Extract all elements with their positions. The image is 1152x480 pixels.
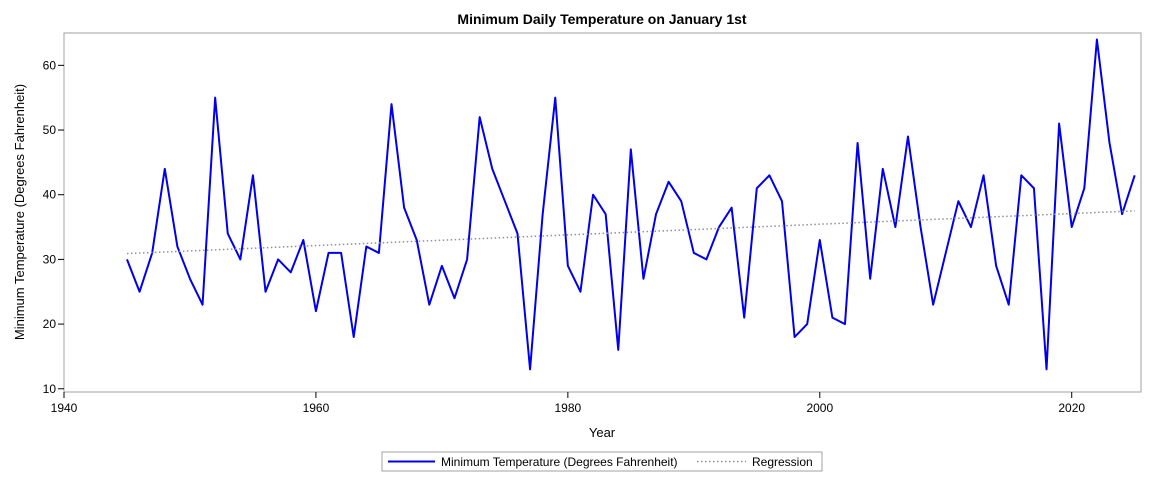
y-tick-label: 40: [43, 188, 57, 202]
series-layer: [126, 38, 1136, 371]
series-line-minimum-temperature: [126, 38, 1136, 371]
y-tick-label: 30: [43, 252, 57, 266]
y-tick-label: 50: [43, 123, 57, 137]
y-tick-label: 10: [43, 382, 57, 396]
y-axis-label: Minimum Temperature (Degrees Fahrenheit): [12, 84, 27, 340]
plot-frame: [63, 32, 1142, 393]
regression-line: [126, 210, 1135, 255]
x-tick-label: 1960: [303, 401, 330, 415]
x-tick-label: 1980: [555, 401, 582, 415]
legend-box: [381, 451, 823, 472]
x-tick-label: 2000: [806, 401, 833, 415]
legend-label-minimum-temperature: Minimum Temperature (Degrees Fahrenheit): [441, 455, 678, 469]
legend-label-regression: Regression: [752, 455, 813, 469]
legend: Minimum Temperature (Degrees Fahrenheit)…: [381, 451, 823, 472]
axis-layer: 10 20 30 40 50 60 1940 1960 1980 2000 2020: [43, 58, 1086, 415]
x-axis-label: Year: [589, 425, 616, 440]
x-tick-label: 1940: [51, 401, 78, 415]
y-tick-label: 20: [43, 317, 57, 331]
chart-title: Minimum Daily Temperature on January 1st: [457, 11, 746, 27]
x-tick-label: 2020: [1058, 401, 1085, 415]
y-tick-label: 60: [43, 58, 57, 72]
